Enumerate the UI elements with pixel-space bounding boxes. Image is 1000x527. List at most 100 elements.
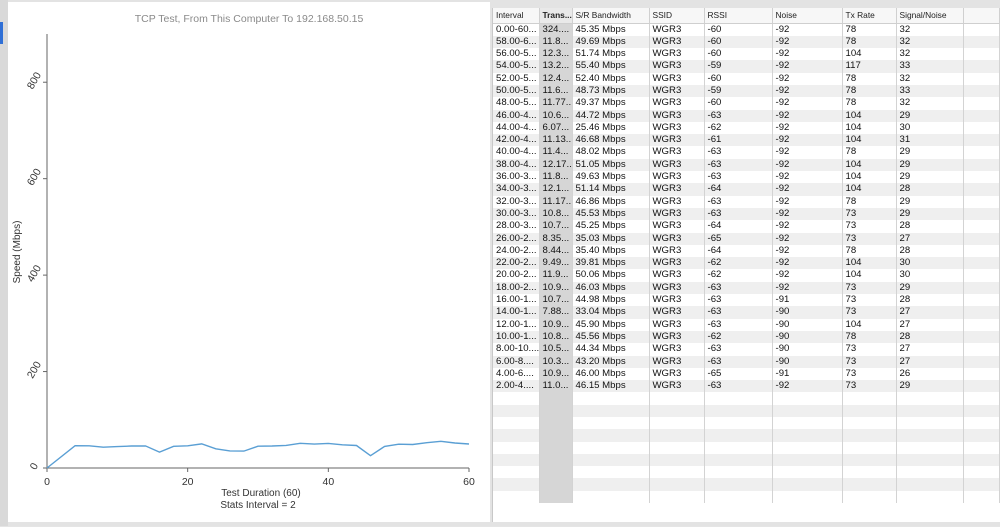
table-cell: 11.4... (539, 146, 573, 159)
table-row[interactable]: 14.00-1... 7.88... 33.04 Mbps WGR3 -63 -90 73 2… (493, 306, 1000, 319)
table-row[interactable]: 6.00-8.... 10.3... 43.20 Mbps WGR3 -63 -90 73 2… (493, 355, 1000, 368)
table-row[interactable]: 36.00-3... 11.8... 49.63 Mbps WGR3 -63 -92 104… (493, 171, 1000, 184)
table-cell: 11.17... (539, 195, 573, 208)
table-row[interactable]: 32.00-3... 11.17... 46.86 Mbps WGR3 -63 -92 78… (493, 195, 1000, 208)
table-cell (649, 478, 705, 491)
table-cell: 28 (896, 244, 964, 258)
table-cell: 11.0... (539, 380, 573, 393)
table-cell (772, 404, 843, 417)
table-cell: -90 (772, 355, 843, 368)
table-cell: 29 (896, 281, 964, 295)
empty-table-row (493, 429, 1000, 442)
table-row[interactable]: 4.00-6.... 10.9... 46.00 Mbps WGR3 -65 -91 73 2… (493, 367, 1000, 381)
table-cell: 7.88... (539, 306, 573, 319)
empty-table-row (493, 404, 1000, 417)
table-header-row: Interval Trans... S/R Bandwidth SSID RSSI Noi… (493, 8, 1000, 24)
table-row[interactable]: 10.00-1... 10.8... 45.56 Mbps WGR3 -62 -90 78 2… (493, 330, 1000, 344)
table-row[interactable]: 38.00-4... 12.17... 51.05 Mbps WGR3 -63 -92 10… (493, 158, 1000, 172)
table-row[interactable]: 52.00-5... 12.4... 52.40 Mbps WGR3 -60 -92 78 3… (493, 72, 1000, 85)
table-cell: 44.72 Mbps (572, 109, 650, 122)
column-header-s-r-bandwidth[interactable]: S/R Bandwidth (572, 8, 650, 24)
table-cell: -63 (704, 171, 773, 184)
table-cell: 32 (896, 72, 964, 85)
table-cell: -92 (772, 220, 843, 233)
table-cell: 12.17... (539, 158, 573, 172)
table-cell-filler (963, 306, 1000, 319)
table-cell (572, 417, 650, 430)
table-cell (539, 441, 573, 454)
y-tick-label: 600 (25, 166, 44, 187)
table-cell: -91 (772, 367, 843, 381)
table-cell-filler (963, 48, 1000, 61)
x-tick-label: 40 (322, 476, 334, 488)
table-row[interactable]: 2.00-4.... 11.0... 46.15 Mbps WGR3 -63 -92 73 2… (493, 380, 1000, 393)
table-row[interactable]: 46.00-4... 10.6... 44.72 Mbps WGR3 -63 -92 104… (493, 109, 1000, 122)
table-row[interactable]: 22.00-2... 9.49... 39.81 Mbps WGR3 -62 -92 104… (493, 257, 1000, 270)
table-cell: 73 (842, 343, 897, 356)
table-cell: WGR3 (649, 84, 705, 98)
table-cell-filler (963, 244, 1000, 258)
table-cell: -63 (704, 195, 773, 208)
table-cell: 35.03 Mbps (572, 232, 650, 245)
table-cell-filler (963, 121, 1000, 135)
column-header-interval[interactable]: Interval (493, 8, 540, 24)
table-cell: -62 (704, 330, 773, 344)
table-cell (493, 466, 540, 479)
table-row[interactable]: 48.00-5... 11.77... 49.37 Mbps WGR3 -60 -92 78… (493, 97, 1000, 110)
table-row[interactable]: 56.00-5... 12.3... 51.74 Mbps WGR3 -60 -92 104… (493, 48, 1000, 61)
table-cell: 8.44... (539, 244, 573, 258)
table-row[interactable]: 8.00-10.... 10.5... 44.34 Mbps WGR3 -63 -90 73… (493, 343, 1000, 356)
table-cell (539, 404, 573, 417)
table-cell (704, 466, 773, 479)
table-cell: 35.40 Mbps (572, 244, 650, 258)
table-cell: 25.46 Mbps (572, 121, 650, 135)
table-cell: 50.00-5... (493, 84, 540, 98)
table-cell: 11.8... (539, 35, 573, 49)
empty-table-row (493, 466, 1000, 479)
table-cell (772, 478, 843, 491)
table-cell: WGR3 (649, 183, 705, 196)
table-cell: 27 (896, 355, 964, 368)
table-cell: 10.9... (539, 367, 573, 381)
table-cell (963, 441, 1000, 454)
table-cell: 49.69 Mbps (572, 35, 650, 49)
table-row[interactable]: 26.00-2... 8.35... 35.03 Mbps WGR3 -65 -92 73 2… (493, 232, 1000, 245)
table-cell: WGR3 (649, 367, 705, 381)
table-cell: 73 (842, 380, 897, 393)
table-row[interactable]: 42.00-4... 11.13... 46.68 Mbps WGR3 -61 -92 10… (493, 134, 1000, 147)
table-row[interactable]: 0.00-60... 324.... 45.35 Mbps WGR3 -60 -92 78 3… (493, 23, 1000, 36)
table-row[interactable]: 20.00-2... 11.9... 50.06 Mbps WGR3 -62 -92 104… (493, 269, 1000, 282)
column-header-noise[interactable]: Noise (772, 8, 843, 24)
table-cell: -92 (772, 207, 843, 221)
table-row[interactable]: 16.00-1... 10.7... 44.98 Mbps WGR3 -63 -91 73 2… (493, 294, 1000, 307)
table-cell: 45.90 Mbps (572, 318, 650, 331)
table-cell: -92 (772, 97, 843, 110)
table-cell: 30 (896, 257, 964, 270)
table-cell: 78 (842, 35, 897, 49)
table-row[interactable]: 44.00-4... 6.07... 25.46 Mbps WGR3 -62 -92 104… (493, 121, 1000, 135)
table-row[interactable]: 28.00-3... 10.7... 45.25 Mbps WGR3 -64 -92 73 2… (493, 220, 1000, 233)
column-header-ssid[interactable]: SSID (649, 8, 705, 24)
table-cell: -92 (772, 134, 843, 147)
table-row[interactable]: 50.00-5... 11.6... 48.73 Mbps WGR3 -59 -92 78 3… (493, 84, 1000, 98)
column-header-trans[interactable]: Trans... (539, 8, 573, 24)
column-header-rssi[interactable]: RSSI (704, 8, 773, 24)
table-cell-filler (963, 355, 1000, 368)
table-cell (704, 478, 773, 491)
table-row[interactable]: 18.00-2... 10.9... 46.03 Mbps WGR3 -63 -92 73 2… (493, 281, 1000, 295)
table-cell (896, 417, 964, 430)
table-row[interactable]: 40.00-4... 11.4... 48.02 Mbps WGR3 -63 -92 78 2… (493, 146, 1000, 159)
table-row[interactable]: 34.00-3... 12.1... 51.14 Mbps WGR3 -64 -92 104… (493, 183, 1000, 196)
column-header-signal-noise[interactable]: Signal/Noise (896, 8, 964, 24)
table-cell: 18.00-2... (493, 281, 540, 295)
table-row[interactable]: 54.00-5... 13.2... 55.40 Mbps WGR3 -59 -92 117… (493, 60, 1000, 73)
table-row[interactable]: 58.00-6... 11.8... 49.69 Mbps WGR3 -60 -92 78 3… (493, 35, 1000, 49)
table-cell: 26.00-2... (493, 232, 540, 245)
table-row[interactable]: 12.00-1... 10.9... 45.90 Mbps WGR3 -63 -90 104… (493, 318, 1000, 331)
table-cell: 10.00-1... (493, 330, 540, 344)
table-cell: 11.8... (539, 171, 573, 184)
table-row[interactable]: 24.00-2... 8.44... 35.40 Mbps WGR3 -64 -92 78 2… (493, 244, 1000, 258)
column-header-tx-rate[interactable]: Tx Rate (842, 8, 897, 24)
table-row[interactable]: 30.00-3... 10.8... 45.53 Mbps WGR3 -63 -92 73 2… (493, 207, 1000, 221)
